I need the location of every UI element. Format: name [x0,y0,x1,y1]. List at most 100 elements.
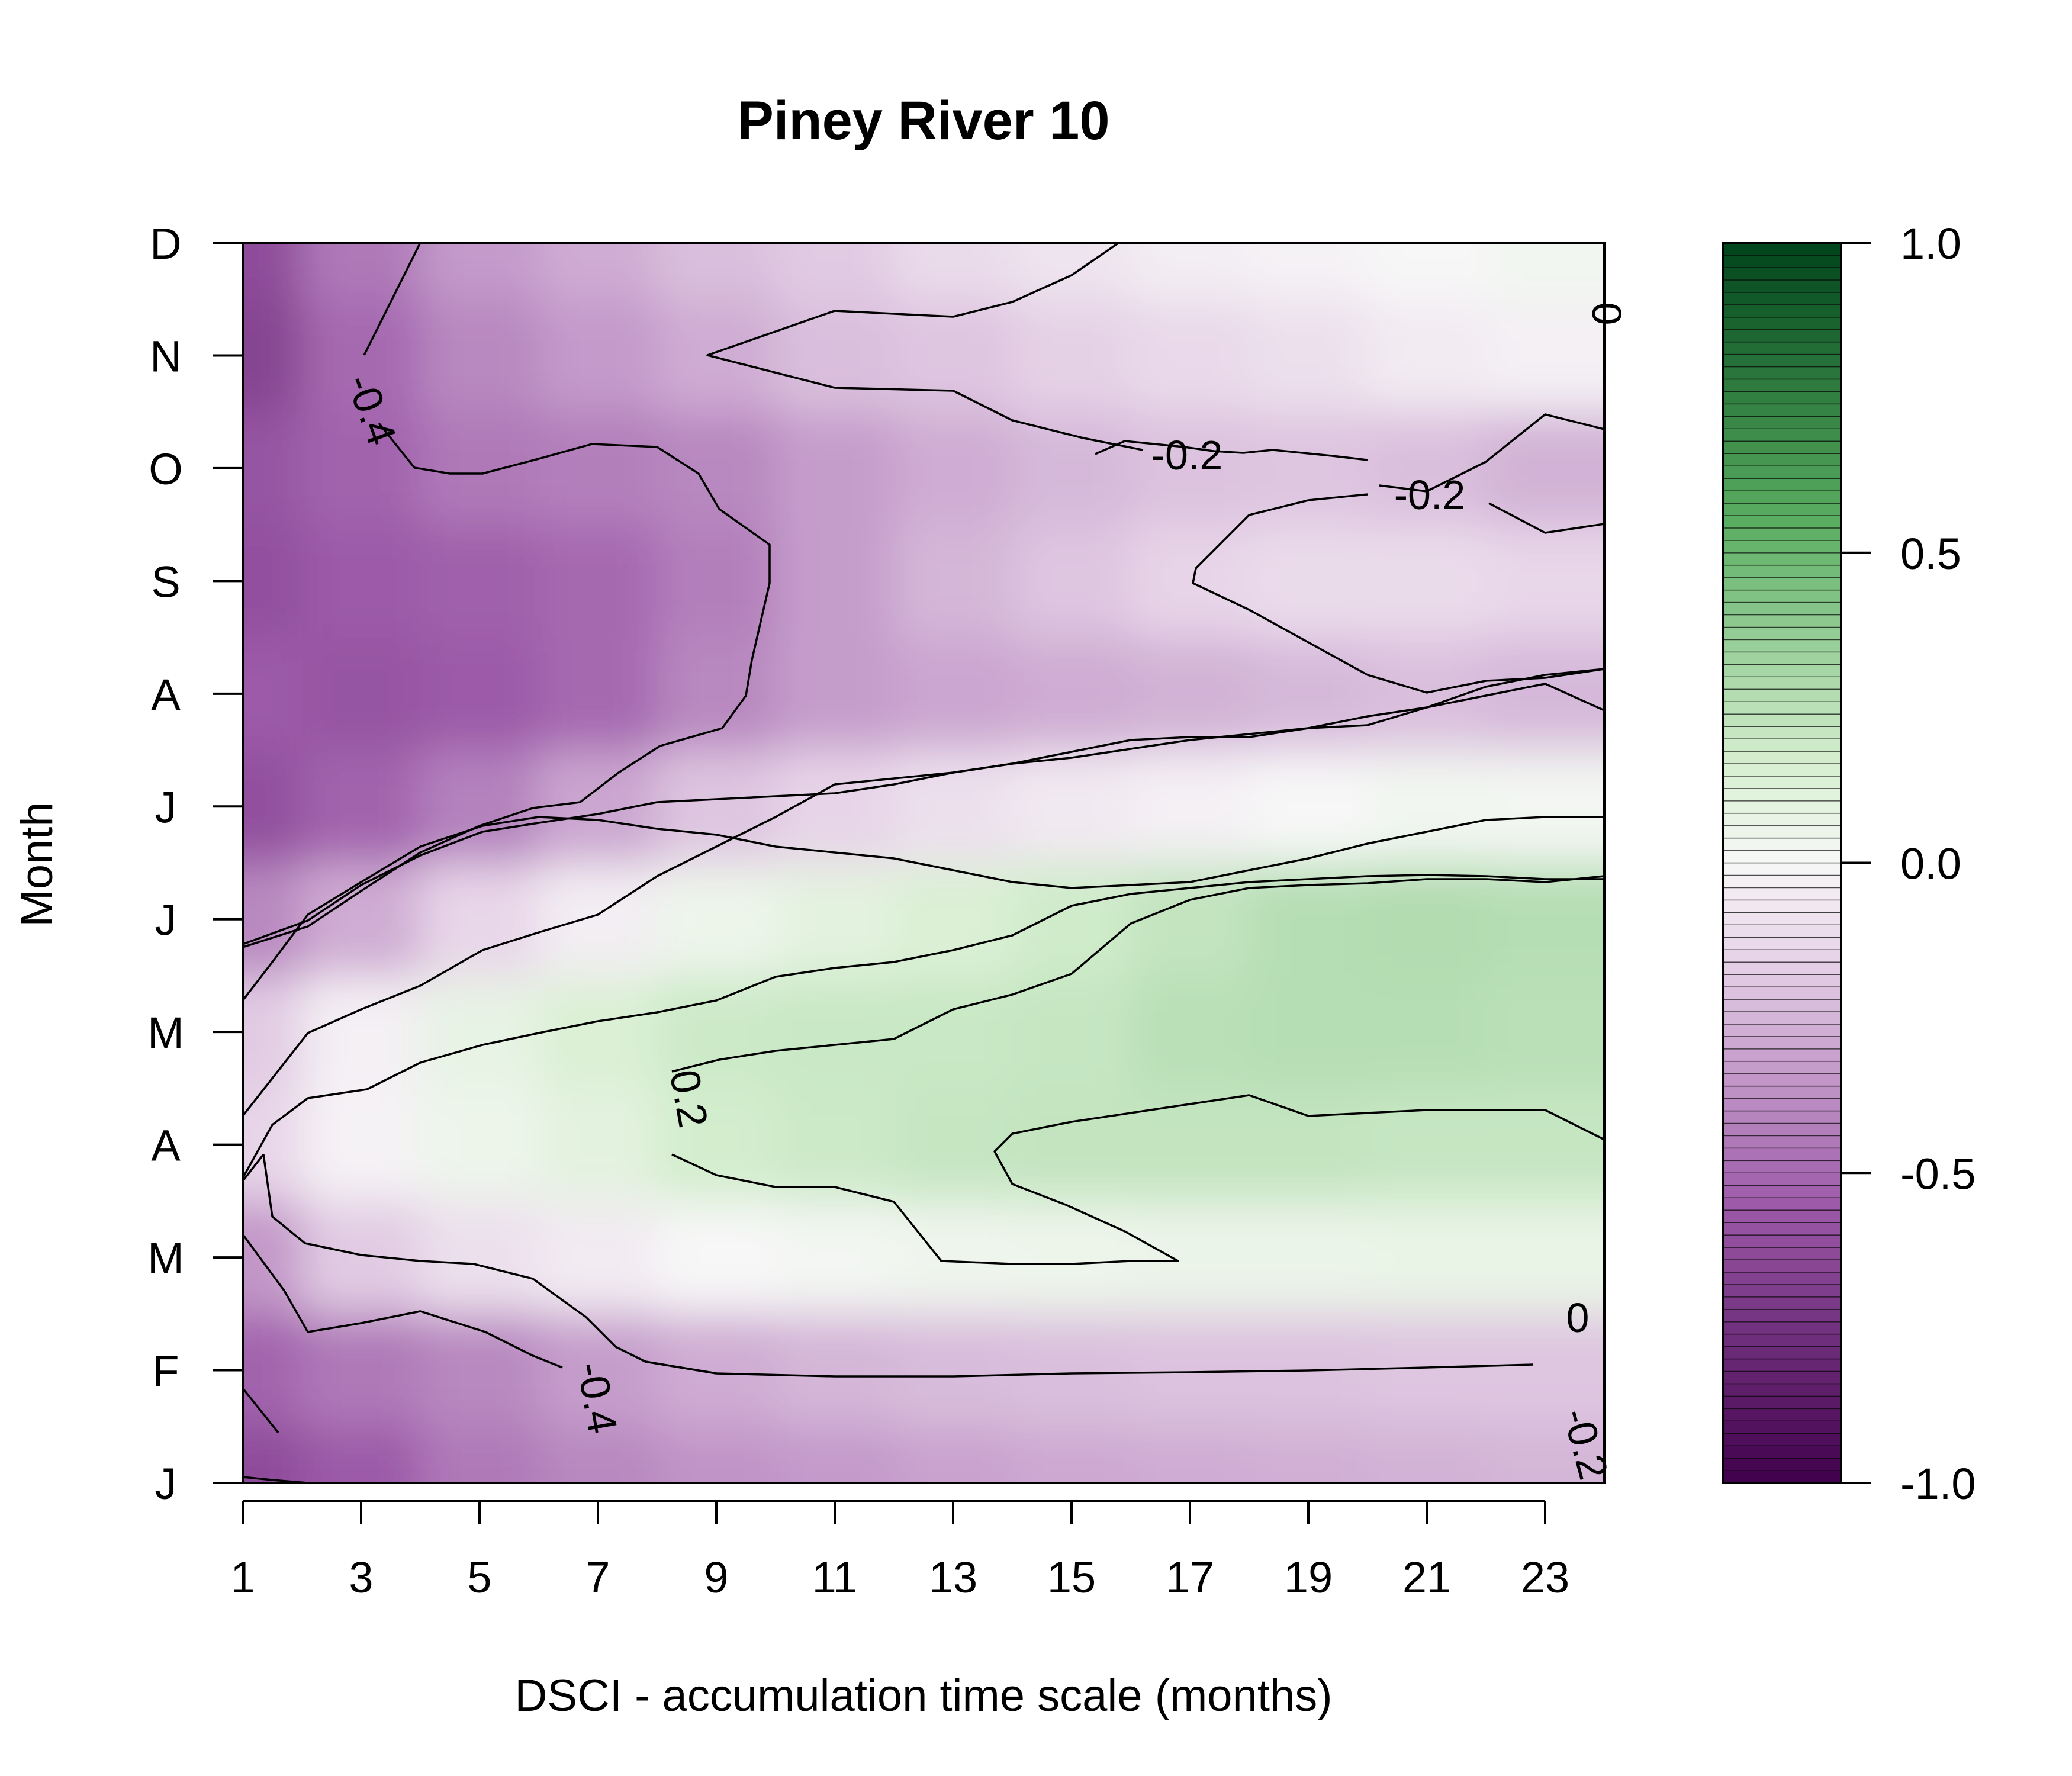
colorbar-segment [1722,776,1842,789]
heatmap-cell [243,750,303,864]
colorbar-segment [1722,651,1842,665]
heatmap-cell [894,243,1013,300]
colorbar-segment [1722,1085,1842,1099]
colorbar-segment [1722,788,1842,802]
contour-line [262,1154,646,1363]
heatmap-cell [1249,243,1368,300]
colorbar-segment [1722,1346,1842,1360]
heatmap-cell [1012,750,1131,864]
heatmap-cell [1131,637,1250,751]
colorbar-segment [1722,887,1842,901]
heatmap-cell [1012,1088,1131,1202]
colorbar-segment [1722,577,1842,591]
heatmap-cell [243,299,303,413]
colorbar-segment [1722,899,1842,913]
heatmap-cell [1486,637,1604,751]
heatmap-cell [1012,525,1131,638]
heatmap-cell [1368,750,1487,864]
heatmap-cell [776,525,895,638]
colorbar-segment [1722,713,1842,727]
heatmap-cell [420,243,539,300]
contour-label: 0.2 [661,1066,717,1131]
contour-line [243,816,1604,1002]
colorbar-segment [1722,1296,1842,1310]
heatmap-cell [420,637,539,751]
x-tick-label: 15 [1047,1553,1096,1602]
heatmap-cell [1486,525,1604,638]
contour-line [243,422,771,948]
heatmap-cell [243,1314,303,1427]
colorbar-segment [1722,478,1842,491]
colorbar-segment [1722,242,1842,256]
colorbar-segment [1722,937,1842,950]
colorbar-segment [1722,1209,1842,1223]
heatmap-cell [776,299,895,413]
heatmap-cell [657,243,776,300]
colorbar-segment [1722,601,1842,616]
colorbar-tick-label: -0.5 [1900,1149,1976,1198]
contour-line [243,874,1604,1179]
colorbar-segment [1722,515,1842,529]
heatmap-cell [302,411,421,526]
contour-lines [243,243,1604,1483]
heatmap-cell [657,1426,776,1483]
colorbar-segment [1722,279,1842,293]
contour-line [671,1094,1604,1265]
heatmap-cell [776,1088,895,1202]
colorbar-segment [1722,1445,1842,1459]
colorbar-segment [1722,1308,1842,1323]
colorbar-segment [1722,1272,1842,1285]
colorbar-segment [1722,329,1842,343]
heatmap-cell [539,637,658,751]
contour-line [645,1360,717,1375]
colorbar-segment [1722,986,1842,1000]
heatmap-cell [243,243,303,300]
heatmap-cell [1486,243,1604,300]
contour-line [243,683,1604,1117]
colorbar-segment [1722,316,1842,330]
colorbar-segment [1722,738,1842,752]
heatmap-cell [1131,1426,1250,1483]
heatmap-cell [1131,1314,1250,1427]
colorbar-segment [1722,1470,1842,1484]
heatmap-cell [894,525,1013,638]
y-tick-label: O [149,445,183,494]
contour-label: 0 [1584,303,1630,326]
colorbar-segment [1722,1234,1842,1248]
heatmap-cell [1486,750,1604,864]
heatmap-cell [420,975,539,1089]
contour-line [645,1360,1534,1378]
heatmap-cell [1368,975,1487,1089]
colorbar-segment [1722,1408,1842,1422]
heatmap-cell [302,637,421,751]
contour-line [243,1387,279,1434]
x-tick-label: 3 [349,1553,373,1602]
colorbar-segment [1722,825,1842,839]
colorbar-segment [1722,924,1842,938]
heatmap-cell [420,299,539,413]
heatmap-cell [1249,1426,1368,1483]
x-tick-label: 1 [230,1553,255,1602]
colorbar-segment [1722,1259,1842,1273]
colorbar-segment [1722,1433,1842,1446]
heatmap-cell [1012,299,1131,413]
colorbar-segment [1722,1185,1842,1198]
colorbar-segment [1722,614,1842,628]
colorbar-segment [1722,850,1842,864]
colorbar-segment [1722,974,1842,987]
contour-line [243,1233,563,1369]
contour-line [1379,413,1604,493]
x-axis: 1 3 5 7 9 11 13 15 17 19 21 23 [230,1500,1569,1602]
colorbar-segment [1722,589,1842,603]
heatmap-cell [894,750,1013,864]
y-tick-label: A [151,670,181,719]
heatmap-cell [243,975,303,1089]
colorbar-segment [1722,837,1842,851]
heatmap-cell [1012,1426,1131,1483]
heatmap-cell [1249,411,1368,526]
heatmap-cell [420,411,539,526]
heatmap-cell [1368,637,1487,751]
colorbar-segment [1722,664,1842,678]
colorbar-segment [1722,688,1842,702]
